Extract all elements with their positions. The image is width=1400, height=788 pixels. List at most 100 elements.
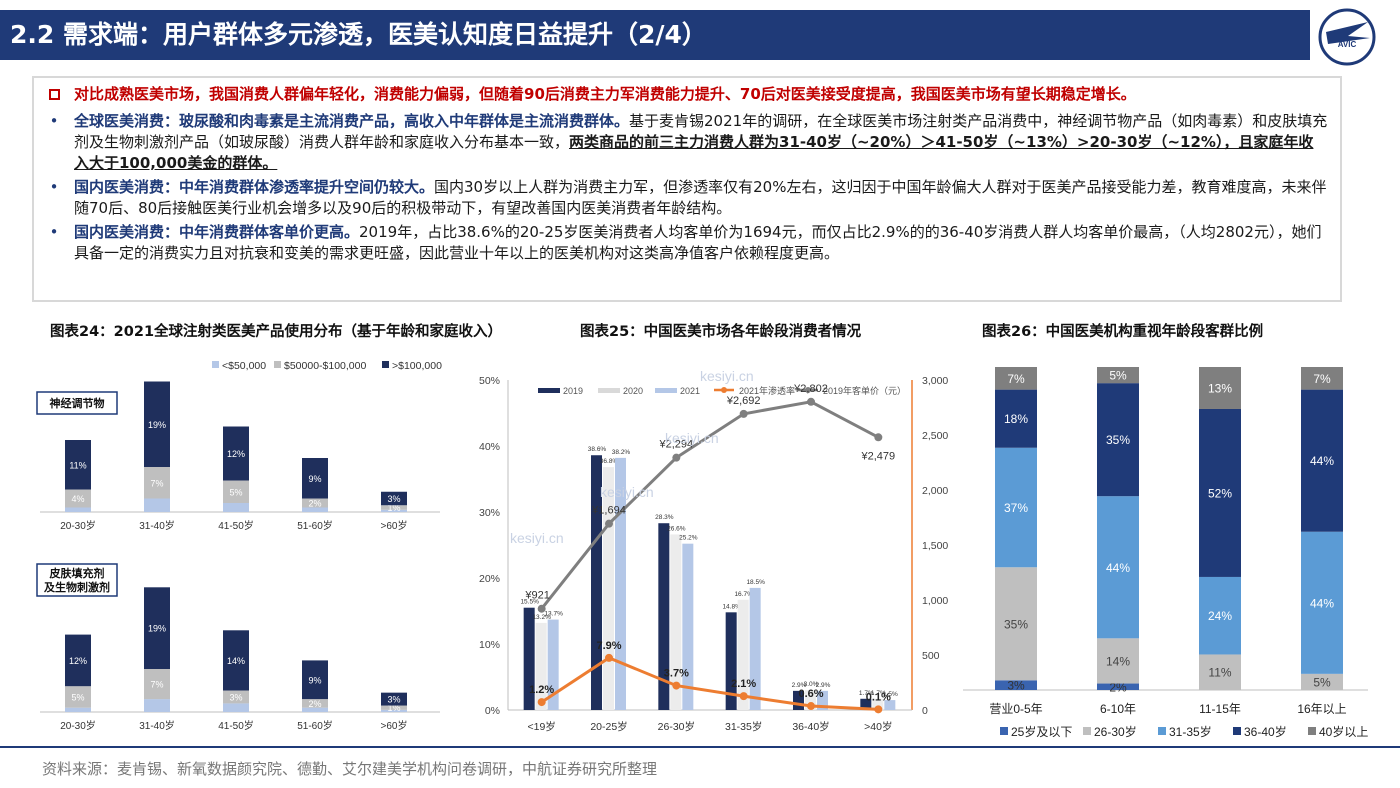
- bar-segment: [65, 507, 91, 512]
- x-tick-label: 51-60岁: [297, 519, 333, 532]
- penetration-point: [807, 702, 815, 711]
- bar-label: 11%: [1208, 666, 1231, 680]
- chart25-title: 图表25：中国医美市场各年龄段消费者情况: [580, 324, 862, 340]
- bullet-emphasis: 两类商品的前三主力消费人群为31-40岁（~20%）＞41-50岁（~13%）>…: [74, 133, 1314, 172]
- bar-label: 1%: [387, 703, 400, 713]
- bullet-body: 2019年，占比38.6%的20-25岁医美消费者人均客单价为1694元，而仅占…: [74, 223, 1322, 262]
- x-tick-label: 20-30岁: [60, 519, 96, 532]
- bar-label: 9%: [308, 675, 321, 685]
- bar: [737, 599, 749, 710]
- x-tick-label: <19岁: [528, 720, 556, 733]
- price-label: ¥921: [524, 590, 549, 602]
- bar-segment: [223, 426, 249, 481]
- bar-label: 28.3%: [655, 514, 674, 521]
- bar-segment: [302, 498, 328, 508]
- y-left-tick: 30%: [479, 507, 500, 519]
- price-label: ¥2,479: [861, 450, 896, 462]
- bar-segment: [65, 686, 91, 708]
- panel-label: 皮肤填充剂: [49, 566, 105, 580]
- bar-segment: [223, 703, 249, 712]
- bar-label: 1.5%: [883, 691, 898, 698]
- price-line: [540, 400, 880, 610]
- watermark: kesiyi.cn: [700, 368, 754, 384]
- bar: [547, 619, 559, 710]
- bar-label: 35%: [1004, 617, 1028, 631]
- square-bullet-icon: [44, 84, 64, 106]
- legend-swatch: [1083, 727, 1091, 735]
- bar-segment: [995, 680, 1037, 690]
- legend-swatch: [212, 361, 219, 368]
- bar-label: 2.9%: [816, 682, 831, 689]
- price-label: ¥2,692: [726, 395, 761, 407]
- bar-label: 7%: [150, 680, 163, 690]
- legend-label: 2020: [623, 386, 643, 396]
- bar-label: 12%: [227, 449, 245, 459]
- bullet-head: 国内医美消费：中年消费群体客单价更高。: [74, 223, 360, 241]
- penetration-label: 3.7%: [664, 668, 689, 680]
- bar-label: 3%: [1007, 679, 1025, 693]
- x-tick-label: >60岁: [381, 719, 408, 732]
- bar-label: 24%: [1208, 609, 1232, 623]
- penetration-point: [605, 653, 613, 662]
- bar: [615, 457, 626, 710]
- bar-segment: [381, 709, 407, 712]
- bar-label: 16.7%: [734, 591, 753, 598]
- legend-swatch: [1000, 727, 1008, 735]
- bar-segment: [144, 669, 170, 700]
- bar-label: 2%: [308, 699, 321, 709]
- price-label: ¥1,694: [591, 505, 626, 517]
- panel-label-box: [36, 391, 118, 415]
- bar-segment: [995, 447, 1037, 568]
- bar-label: 7%: [1313, 372, 1331, 386]
- bar-label: 44%: [1106, 561, 1130, 575]
- x-tick-label: 11-15年: [1199, 702, 1241, 716]
- bar-segment: [302, 699, 328, 708]
- bar-segment: [1199, 576, 1241, 655]
- bar: [805, 690, 816, 710]
- bar-label: 52%: [1208, 486, 1232, 500]
- bar-segment: [1199, 654, 1241, 690]
- bar-label: 12%: [69, 656, 87, 666]
- legend-swatch: [1233, 727, 1241, 735]
- y-right-tick: 3,000: [922, 375, 948, 387]
- bar-label: 2%: [1109, 680, 1127, 694]
- penetration-label: 0.1%: [866, 691, 891, 703]
- legend-swatch: [382, 361, 389, 368]
- title-bar: [0, 10, 1310, 60]
- legend-label: <$50,000: [222, 360, 266, 372]
- legend-swatch: [1158, 727, 1166, 735]
- bar-label: 44%: [1310, 454, 1334, 468]
- bar-label: 2.9%: [792, 682, 807, 689]
- chart25-age-consumers: 0% 10% 20% 30% 40% 50% 0 500 1,000 1,500 2,000 2,50…: [479, 375, 948, 733]
- bar-segment: [1301, 673, 1343, 690]
- avic-logo: [1318, 8, 1376, 66]
- bar: [591, 455, 602, 710]
- legend-marker: [805, 387, 811, 393]
- penetration-label: 1.2%: [529, 684, 554, 696]
- bar: [658, 523, 670, 710]
- bar: [725, 612, 737, 710]
- legend-label: 26-30岁: [1094, 724, 1137, 739]
- bullet-global: • 全球医美消费：玻尿酸和肉毒素是主流消费产品，高收入中年群体是主流消费群体。基…: [44, 111, 1328, 174]
- bar-label: 38.2%: [612, 449, 631, 456]
- bar-label: 13%: [1208, 381, 1232, 395]
- bullet-domestic-price: • 国内医美消费：中年消费群体客单价更高。2019年，占比38.6%的20-25…: [44, 222, 1328, 264]
- bar: [749, 587, 761, 710]
- bar-label: 14%: [227, 656, 245, 666]
- legend-label: 40岁以上: [1319, 724, 1368, 739]
- bar-segment: [223, 630, 249, 691]
- legend-label: $50000-$100,000: [284, 360, 366, 372]
- legend-swatch: [1308, 727, 1316, 735]
- y-right-tick: 1,000: [922, 595, 948, 607]
- bar-label: 3%: [387, 695, 400, 705]
- bar-segment: [1097, 383, 1139, 497]
- lead-text: 对比成熟医美市场，我国消费人群偏年轻化，消费能力偏弱，但随着90后消费主力军消费…: [74, 85, 1136, 103]
- bar-segment: [995, 389, 1037, 448]
- price-point: [739, 409, 748, 418]
- bar-segment: [381, 491, 407, 506]
- bar-segment: [302, 707, 328, 712]
- bar-segment: [144, 467, 170, 499]
- bar-label: 3.0%: [804, 681, 819, 688]
- bar-label: 5%: [1313, 675, 1331, 689]
- bullet-domestic-penetration: • 国内医美消费：中年消费群体渗透率提升空间仍较大。国内30岁以上人群为消费主力…: [44, 177, 1328, 219]
